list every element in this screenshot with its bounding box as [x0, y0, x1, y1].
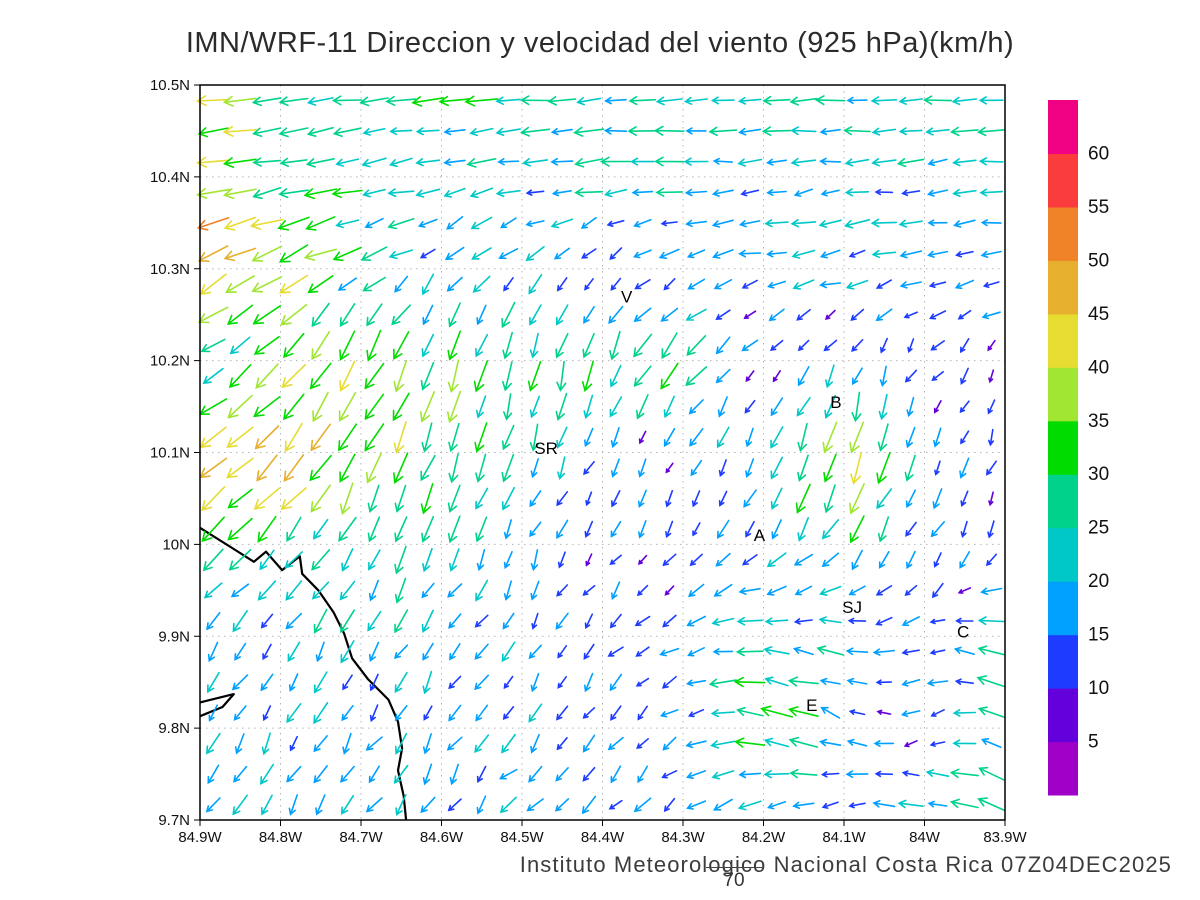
- svg-text:84.7W: 84.7W: [339, 829, 383, 846]
- x-axis-tick-labels: 84.9W 84.8W 84.7W 84.6W 84.5W 84.4W 84.3W 84.2W…: [178, 829, 1027, 846]
- axis-ticks: [194, 84, 1006, 826]
- svg-text:20: 20: [1088, 571, 1109, 592]
- svg-text:84.3W: 84.3W: [661, 829, 705, 846]
- svg-text:15: 15: [1088, 625, 1109, 646]
- svg-text:84.1W: 84.1W: [822, 829, 866, 846]
- svg-text:SR: SR: [534, 439, 558, 458]
- svg-text:B: B: [830, 393, 841, 412]
- station-labels: V SR B A SJ C E: [534, 287, 969, 715]
- svg-text:40: 40: [1088, 357, 1109, 378]
- svg-text:84.8W: 84.8W: [259, 829, 303, 846]
- svg-text:83.9W: 83.9W: [983, 829, 1027, 846]
- svg-text:9.7N: 9.7N: [158, 812, 190, 829]
- svg-text:C: C: [957, 623, 969, 642]
- svg-text:10: 10: [1088, 678, 1109, 699]
- svg-text:84W: 84W: [909, 829, 941, 846]
- svg-text:E: E: [806, 696, 817, 715]
- svg-text:10N: 10N: [162, 536, 190, 553]
- svg-text:84.9W: 84.9W: [178, 829, 222, 846]
- wind-vectors: [195, 95, 1006, 816]
- svg-text:V: V: [621, 287, 633, 306]
- grid-lines: [199, 84, 1006, 821]
- svg-text:84.2W: 84.2W: [742, 829, 786, 846]
- svg-text:60: 60: [1088, 144, 1109, 165]
- svg-text:25: 25: [1088, 518, 1109, 539]
- colorbar-labels: 5 10 15 20 25 30 35 40 45 50 55 60: [1088, 144, 1109, 753]
- svg-text:9.9N: 9.9N: [158, 628, 190, 645]
- coastline: [199, 526, 408, 821]
- forecast-hour-label: 70: [706, 867, 762, 892]
- svg-text:50: 50: [1088, 250, 1109, 271]
- colorbar: [1048, 100, 1078, 796]
- svg-text:55: 55: [1088, 197, 1109, 218]
- svg-text:35: 35: [1088, 411, 1109, 432]
- plot-frame: [199, 84, 1006, 821]
- svg-text:10.5N: 10.5N: [150, 77, 190, 94]
- svg-text:10.3N: 10.3N: [150, 261, 190, 278]
- svg-text:30: 30: [1088, 464, 1109, 485]
- y-axis-tick-labels: 10.5N 10.4N 10.3N 10.2N 10.1N 10N 9.9N 9.8N 9.7N: [150, 77, 190, 829]
- svg-text:A: A: [754, 526, 766, 545]
- svg-text:10.1N: 10.1N: [150, 445, 190, 462]
- svg-text:84.5W: 84.5W: [500, 829, 544, 846]
- svg-text:84.6W: 84.6W: [420, 829, 464, 846]
- svg-text:45: 45: [1088, 304, 1109, 325]
- svg-text:84.4W: 84.4W: [581, 829, 625, 846]
- svg-text:SJ: SJ: [842, 598, 862, 617]
- footer-credit: Instituto Meteorologico Nacional Costa R…: [519, 852, 1172, 877]
- svg-text:10.4N: 10.4N: [150, 169, 190, 186]
- svg-text:5: 5: [1088, 732, 1099, 753]
- svg-text:10.2N: 10.2N: [150, 353, 190, 370]
- svg-text:9.8N: 9.8N: [158, 720, 190, 737]
- chart-title: IMN/WRF-11 Direccion y velocidad del vie…: [185, 27, 1015, 59]
